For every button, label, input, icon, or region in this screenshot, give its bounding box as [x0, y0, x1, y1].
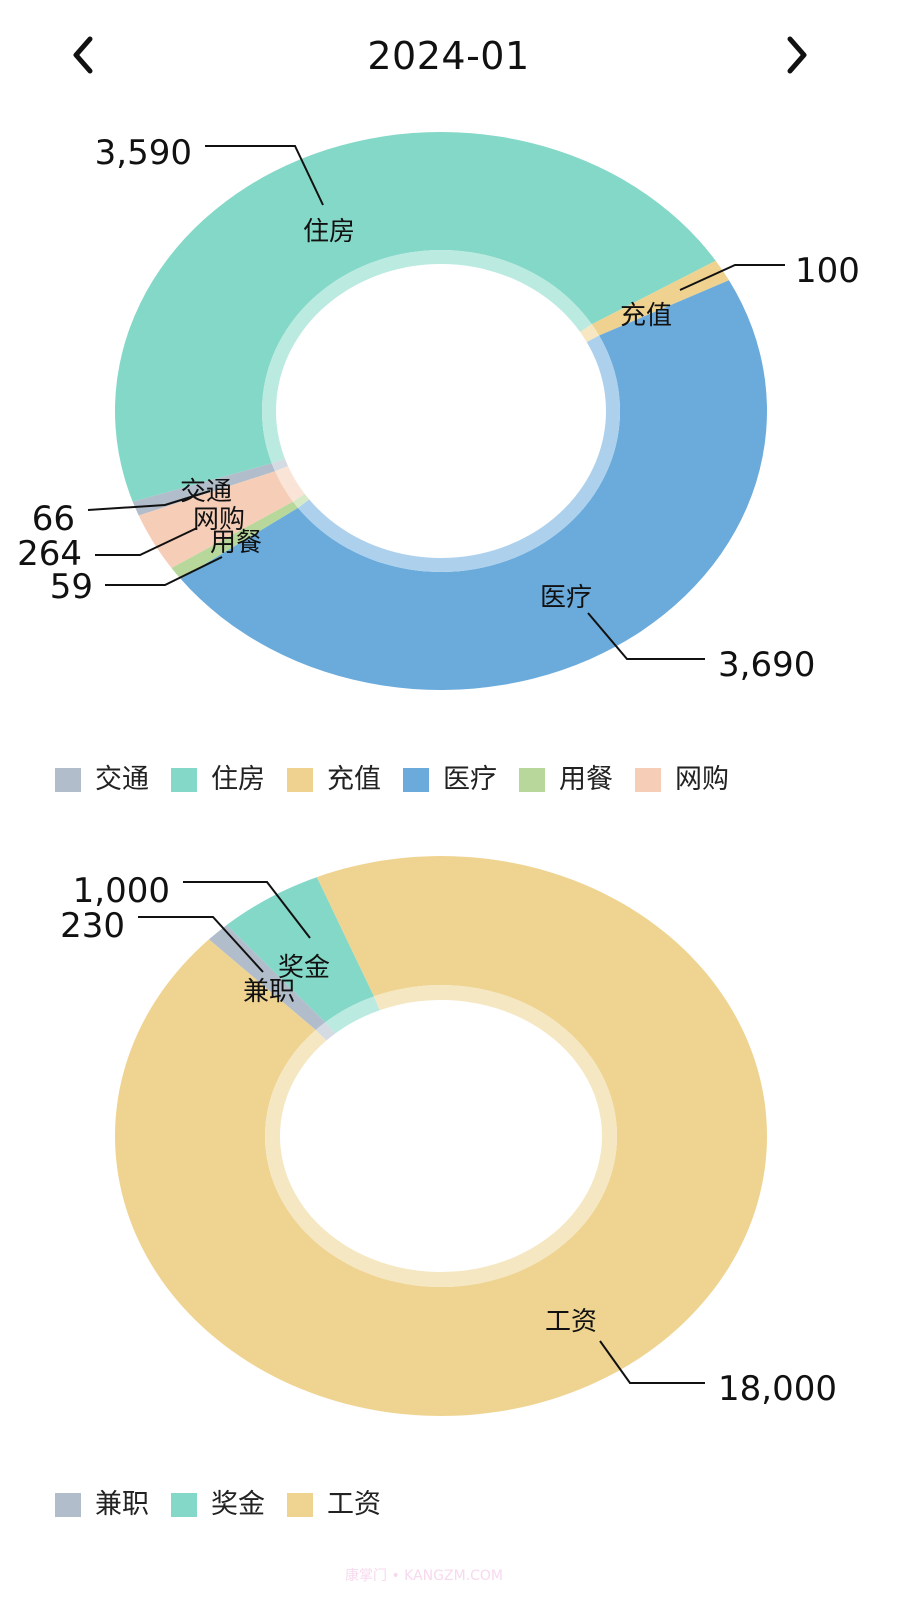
slice-充值[interactable]	[591, 260, 729, 336]
slice-医疗[interactable]	[180, 280, 768, 691]
slice-label: 工资	[545, 1307, 597, 1337]
expense-donut-chart: 交通 66 住房 3,590 充值 100 医疗 3,690 用餐 59 网购 264	[17, 132, 860, 691]
slice-兼职[interactable]	[208, 924, 326, 1030]
slice-用餐[interactable]	[171, 501, 298, 579]
slice-奖金[interactable]	[226, 877, 375, 1023]
slice-label: 网购	[193, 505, 245, 535]
slice-value-label: 18,000	[718, 1369, 837, 1409]
legend-item[interactable]: 奖金	[171, 1490, 265, 1520]
slice-label: 兼职	[243, 977, 295, 1007]
chevron-right-icon	[787, 36, 807, 74]
slice-inner-band	[325, 996, 380, 1034]
legend-item[interactable]: 兼职	[55, 1490, 149, 1520]
slice-value-label: 230	[60, 906, 125, 946]
slice-inner-band	[271, 458, 289, 472]
legend-item[interactable]: 用餐	[519, 765, 613, 795]
slice-value-label: 264	[17, 534, 82, 574]
slice-value-label: 66	[32, 499, 75, 539]
legend-label: 网购	[675, 764, 729, 795]
leader-line	[95, 527, 198, 556]
slice-label: 住房	[303, 217, 355, 247]
legend-label: 住房	[211, 764, 265, 795]
legend-swatch-icon	[287, 1493, 313, 1517]
income-legend: 兼职 奖金 工资	[55, 1490, 403, 1520]
slice-label: 医疗	[540, 583, 592, 613]
slice-inner-band	[275, 466, 305, 502]
legend-swatch-icon	[171, 1493, 197, 1517]
leader-line	[205, 145, 324, 206]
slice-value-label: 3,590	[95, 133, 192, 173]
slice-label: 用餐	[210, 528, 262, 558]
legend-item[interactable]: 充值	[287, 765, 381, 795]
legend-swatch-icon	[55, 768, 81, 792]
leader-line	[105, 556, 223, 586]
slice-value-label: 1,000	[73, 871, 170, 911]
leader-line	[599, 1340, 705, 1384]
legend-swatch-icon	[635, 768, 661, 792]
watermark: 康掌门 • KANGZM.COM	[345, 1568, 503, 1584]
leader-line	[138, 916, 264, 973]
legend-swatch-icon	[403, 768, 429, 792]
legend-label: 用餐	[559, 764, 613, 795]
slice-工资[interactable]	[114, 856, 767, 1416]
slice-住房[interactable]	[115, 132, 716, 502]
legend-swatch-icon	[519, 768, 545, 792]
slice-value-label: 100	[795, 251, 860, 291]
legend-swatch-icon	[171, 768, 197, 792]
legend-swatch-icon	[55, 1493, 81, 1517]
legend-item[interactable]: 住房	[171, 765, 265, 795]
legend-label: 奖金	[211, 1489, 265, 1520]
leader-line	[183, 881, 311, 939]
legend-label: 充值	[327, 764, 381, 795]
legend-label: 兼职	[95, 1489, 149, 1520]
legend-swatch-icon	[287, 768, 313, 792]
leader-line	[679, 264, 785, 291]
slice-inner-band	[293, 493, 310, 508]
legend-item[interactable]: 网购	[635, 765, 729, 795]
slice-inner-band	[315, 1022, 336, 1041]
legend-item[interactable]: 工资	[287, 1490, 381, 1520]
slice-label: 奖金	[278, 953, 330, 983]
chevron-left-icon	[73, 36, 93, 74]
month-title: 2024-01	[367, 34, 530, 78]
legend-label: 医疗	[443, 764, 497, 795]
leader-line	[587, 612, 705, 660]
income-donut-chart: 兼职 230 奖金 1,000 工资 18,000	[60, 856, 837, 1416]
month-header: 2024-01	[0, 0, 897, 115]
leader-line	[87, 490, 211, 511]
slice-value-label: 59	[50, 567, 93, 607]
slice-inner-band	[580, 324, 600, 343]
slice-label: 交通	[180, 477, 232, 507]
prev-month-button[interactable]	[58, 30, 108, 80]
expense-legend: 交通 住房 充值 医疗 用餐 网购	[55, 765, 751, 795]
slice-交通[interactable]	[132, 463, 276, 516]
slice-label: 充值	[620, 301, 672, 331]
slice-网购[interactable]	[138, 471, 294, 568]
next-month-button[interactable]	[772, 30, 822, 80]
legend-label: 交通	[95, 764, 149, 795]
legend-item[interactable]: 医疗	[403, 765, 497, 795]
legend-item[interactable]: 交通	[55, 765, 149, 795]
legend-label: 工资	[327, 1489, 381, 1520]
slice-value-label: 3,690	[718, 645, 815, 685]
